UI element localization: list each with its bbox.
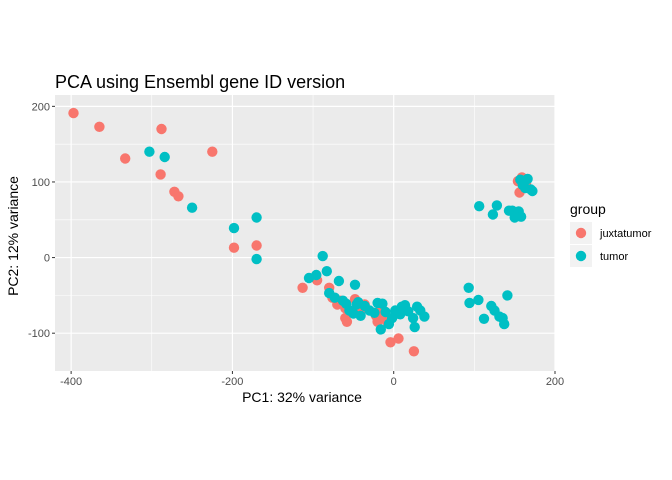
x-axis-title: PC1: 32% variance (242, 389, 362, 405)
y-tick-label: 0 (44, 253, 50, 265)
data-point-tumor (329, 292, 340, 303)
data-point-tumor (473, 294, 484, 306)
legend-key-juxtatumor (575, 227, 587, 239)
data-point-tumor (228, 222, 240, 234)
data-point-juxtatumor (173, 191, 184, 202)
data-point-tumor (349, 279, 361, 290)
data-point-juxtatumor (341, 316, 353, 327)
data-point-tumor (522, 173, 533, 185)
x-tick-label: -400 (60, 376, 82, 388)
x-axis: -400 -200 0 200 (60, 371, 564, 388)
y-tick-label: -100 (28, 328, 50, 340)
data-point-juxtatumor (68, 107, 79, 119)
data-point-tumor (377, 298, 388, 309)
data-point-juxtatumor (94, 121, 105, 132)
data-point-juxtatumor (408, 346, 420, 357)
data-point-tumor (419, 311, 430, 322)
x-tick-label: -200 (221, 376, 243, 388)
data-point-tumor (474, 201, 485, 212)
data-point-tumor (159, 151, 170, 163)
data-point-tumor (251, 212, 262, 223)
data-point-tumor (311, 269, 322, 281)
data-point-juxtatumor (155, 169, 166, 180)
data-point-tumor (502, 290, 513, 301)
data-point-tumor (515, 211, 527, 222)
data-points (68, 107, 538, 357)
y-tick-label: 100 (32, 177, 50, 189)
data-point-juxtatumor (120, 153, 131, 164)
data-point-tumor (527, 185, 538, 197)
data-point-tumor (369, 307, 380, 318)
y-axis: -100 0 100 200 (28, 101, 55, 340)
grid-minor (55, 95, 555, 371)
data-point-tumor (317, 250, 328, 262)
data-point-tumor (464, 297, 475, 309)
data-point-tumor (375, 324, 386, 335)
grid-major (55, 95, 556, 371)
legend: group juxtatumor tumor (570, 201, 652, 267)
data-point-tumor (251, 253, 262, 265)
data-point-tumor (380, 306, 391, 318)
y-axis-title: PC2: 12% variance (5, 176, 21, 296)
chart-title: PCA using Ensembl gene ID version (55, 72, 345, 92)
data-point-tumor (491, 200, 503, 211)
data-point-tumor (499, 318, 510, 330)
data-point-juxtatumor (228, 242, 240, 253)
data-point-tumor (463, 282, 474, 293)
data-point-tumor (186, 202, 198, 213)
legend-label-juxtatumor: juxtatumor (599, 228, 652, 240)
legend-key-tumor (575, 250, 587, 262)
data-point-tumor (409, 321, 420, 333)
data-point-juxtatumor (207, 146, 218, 157)
legend-title: group (570, 201, 606, 217)
plot-panel (55, 95, 555, 371)
data-point-juxtatumor (251, 240, 262, 251)
data-point-tumor (333, 275, 345, 287)
data-point-juxtatumor (297, 282, 308, 293)
data-point-tumor (407, 312, 419, 324)
y-tick-label: 200 (32, 101, 50, 113)
x-tick-label: 200 (546, 376, 564, 388)
data-point-tumor (487, 209, 499, 220)
legend-label-tumor: tumor (600, 251, 628, 263)
data-point-juxtatumor (156, 123, 167, 135)
data-point-tumor (321, 266, 332, 277)
data-point-tumor (355, 310, 366, 321)
data-point-juxtatumor (385, 337, 396, 348)
data-point-tumor (478, 313, 490, 324)
data-point-juxtatumor (393, 333, 404, 344)
x-tick-label: 0 (391, 376, 397, 388)
data-point-tumor (144, 146, 155, 157)
